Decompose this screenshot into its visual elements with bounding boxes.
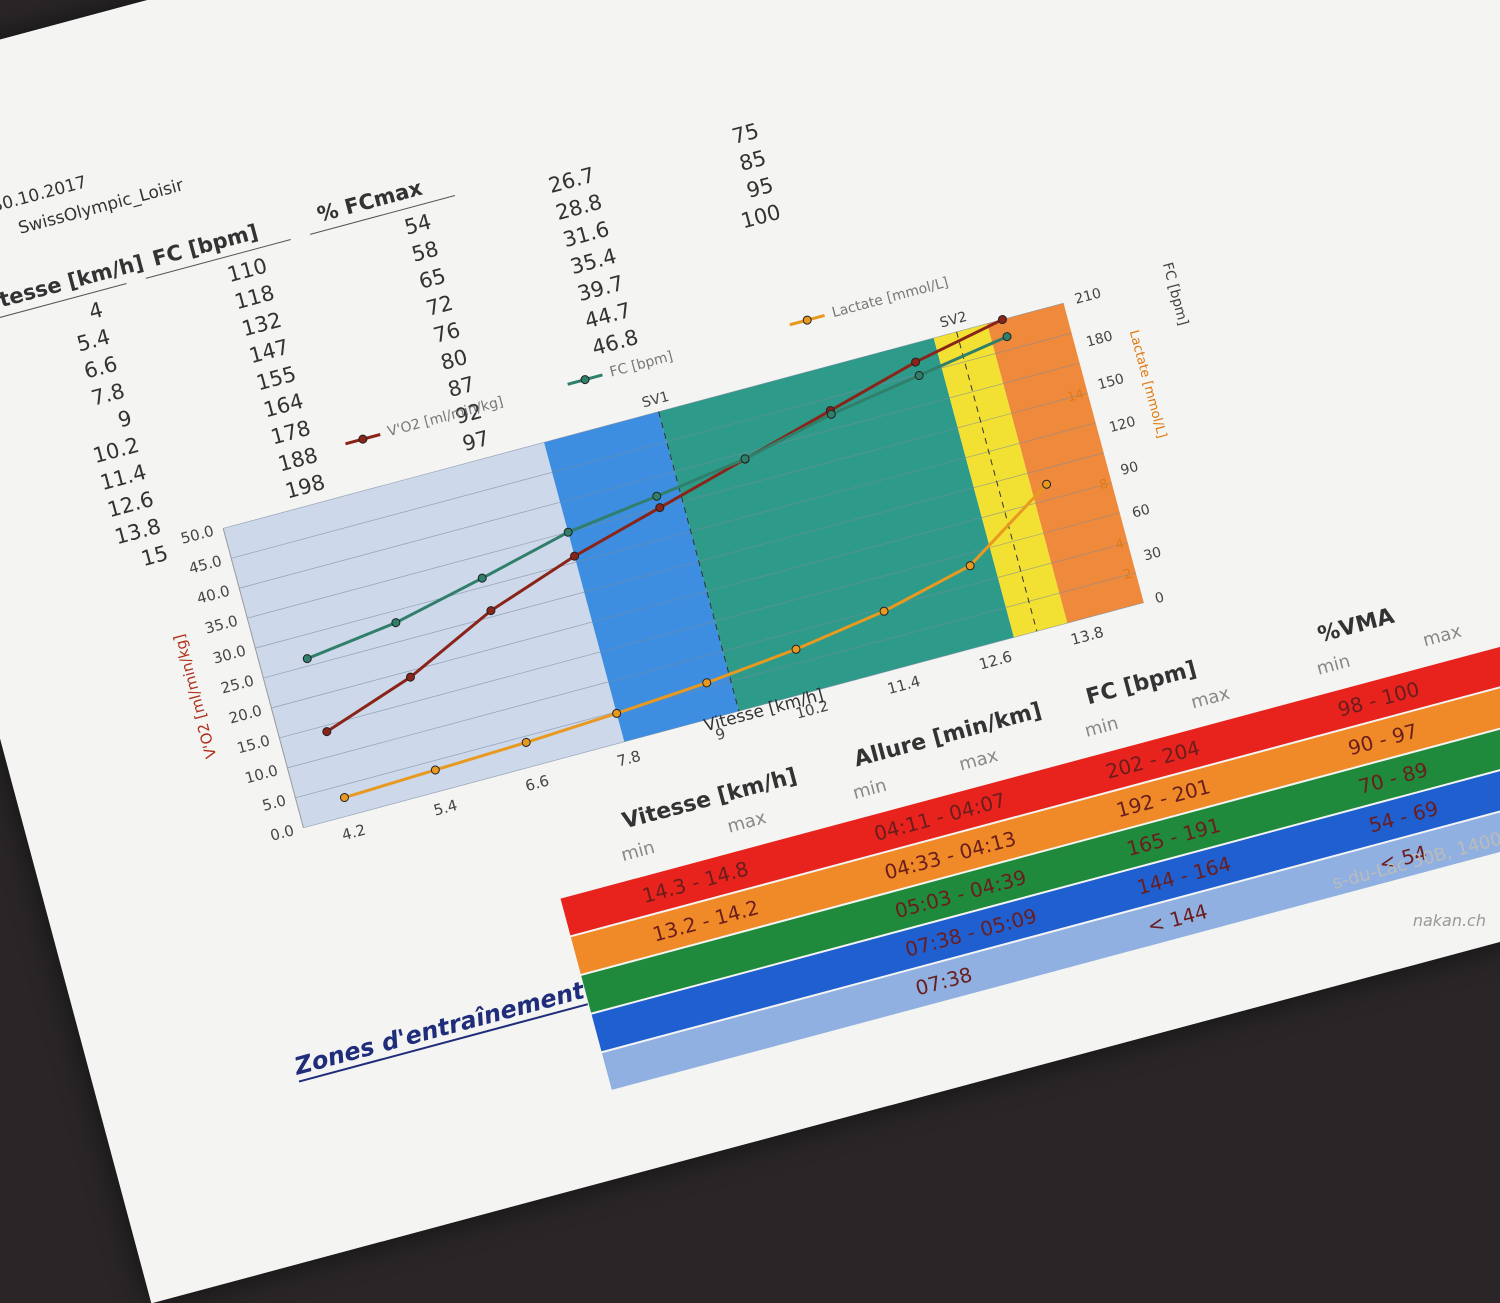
x-tick-label: 5.4	[432, 796, 460, 820]
zone-min: min	[1082, 712, 1121, 742]
legend-label: FC [bpm]	[608, 348, 675, 380]
zone-min: min	[850, 774, 889, 804]
zone-max: max	[725, 807, 769, 838]
data-point	[911, 357, 921, 367]
legend-marker	[358, 434, 368, 444]
threshold-line	[956, 331, 1038, 632]
y2-tick-label: 180	[1085, 328, 1115, 350]
y-tick-label: 0.0	[268, 821, 296, 845]
legend-label: V'O2 [ml/min/kg]	[386, 394, 505, 440]
grid-line	[263, 452, 1104, 679]
y3-tick-label: 4	[1114, 537, 1126, 554]
zone-min: min	[618, 836, 658, 867]
grid-line	[255, 422, 1096, 649]
legend-label: Lactate [mmol/L]	[830, 275, 950, 321]
x-tick-label: 4.2	[340, 821, 368, 845]
grid-line	[239, 362, 1080, 589]
threshold-line	[658, 411, 740, 712]
y2-axis-label: FC [bpm]	[1159, 261, 1191, 328]
y3-tick-label: 2	[1122, 566, 1134, 583]
y-tick-label: 25.0	[219, 671, 256, 697]
data-point	[302, 654, 312, 664]
y2-tick-label: 210	[1073, 285, 1103, 307]
data-point	[740, 454, 750, 464]
data-point	[391, 618, 401, 628]
y2-tick-label: 90	[1119, 459, 1140, 479]
grid-line	[287, 542, 1128, 769]
x-tick-label: 12.6	[977, 647, 1014, 673]
data-point	[570, 551, 580, 561]
data-point	[486, 606, 496, 616]
data-point	[965, 561, 975, 571]
data-point	[914, 370, 924, 380]
legend-marker	[802, 315, 812, 325]
y2-tick-label: 30	[1142, 544, 1163, 564]
grid-line	[271, 482, 1112, 709]
data-point	[702, 678, 712, 688]
watermark: nakan.ch	[1412, 911, 1486, 930]
legend-marker	[580, 375, 590, 385]
chart: 0.0 5.0 10.0 15.0 20.0 25.0 30.0 35.0 40.0 45.0 50…	[170, 261, 1191, 845]
x-tick-label: 13.8	[1069, 623, 1106, 649]
zone-min: min	[1314, 650, 1353, 680]
data-point	[1042, 479, 1052, 489]
data-point	[791, 644, 801, 654]
x-tick-label: 7.8	[615, 747, 643, 771]
data-point	[563, 527, 573, 537]
grid-line	[303, 602, 1144, 829]
data-point	[1002, 332, 1012, 342]
y-tick-label: 10.0	[243, 761, 280, 787]
grid-line	[279, 512, 1120, 739]
data-point	[826, 409, 836, 419]
x-tick-label: 6.6	[523, 771, 551, 795]
y2-tick-label: 150	[1096, 371, 1126, 393]
table-column: 75 85 95 100	[631, 80, 813, 258]
threshold-label: SV1	[640, 389, 671, 412]
data-point	[879, 606, 889, 616]
data-point	[405, 672, 415, 682]
y3-tick-label: 14	[1066, 387, 1086, 406]
data-point	[477, 573, 487, 583]
grid-line	[247, 392, 1088, 619]
data-point	[612, 708, 622, 718]
y3-tick-label: 8	[1098, 477, 1110, 494]
axis	[222, 528, 304, 828]
y-tick-label: 30.0	[211, 642, 248, 668]
zone-header: FC [bpm]	[1083, 656, 1200, 711]
data-point	[322, 727, 332, 737]
zone-cell: < 144	[1144, 899, 1211, 939]
data-point	[339, 793, 349, 803]
data-point	[521, 737, 531, 747]
threshold-label: SV2	[938, 309, 969, 332]
data-point	[652, 491, 662, 501]
data-point	[430, 765, 440, 775]
y-tick-label: 50.0	[179, 522, 216, 548]
zone-header: %VMA	[1315, 603, 1397, 649]
zone-cell: 07:38	[912, 962, 975, 1001]
y2-tick-label: 120	[1107, 414, 1137, 436]
zone-max: max	[1188, 682, 1233, 714]
zone-max: max	[956, 745, 1001, 776]
zone-max: max	[1420, 620, 1464, 652]
y-tick-label: 40.0	[195, 582, 232, 608]
grid-line	[223, 302, 1064, 529]
zones-title: Zones d'entraînement	[291, 976, 588, 1083]
data-point	[997, 315, 1007, 325]
x-tick-label: 9	[714, 724, 728, 744]
grid-line	[295, 572, 1136, 799]
y-tick-label: 20.0	[227, 701, 264, 727]
y-tick-label: 35.0	[203, 612, 240, 638]
y2-tick-label: 60	[1130, 502, 1151, 522]
x-tick-label: 11.4	[885, 672, 922, 698]
y-tick-label: 45.0	[187, 552, 224, 578]
y-tick-label: 5.0	[260, 791, 288, 815]
data-point	[655, 503, 665, 513]
y-tick-label: 15.0	[235, 731, 272, 757]
y2-tick-label: 0	[1153, 589, 1166, 607]
